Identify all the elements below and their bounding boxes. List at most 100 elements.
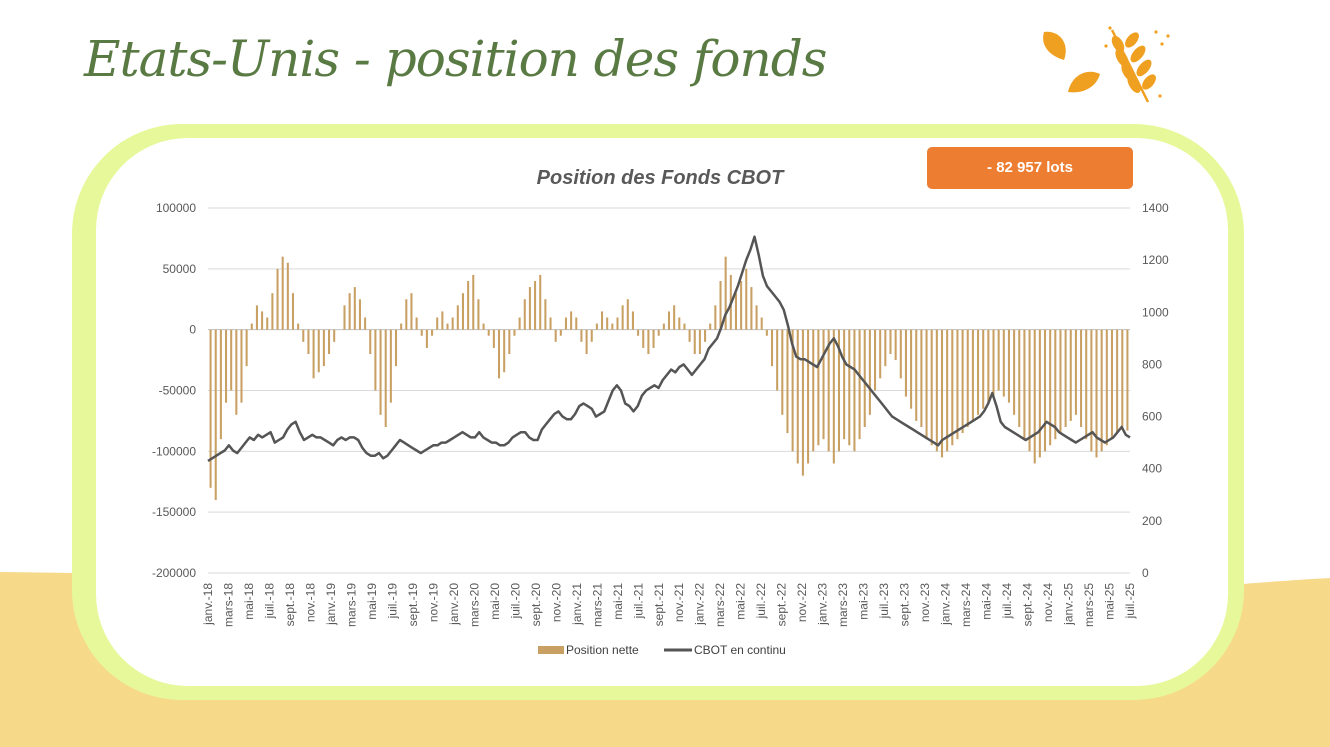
bar-position-nette: [539, 274, 542, 330]
x-tick-label: mai-24: [980, 583, 994, 620]
right-tick-label: 600: [1142, 410, 1162, 424]
bar-position-nette: [245, 329, 248, 367]
bar-position-nette: [874, 329, 877, 391]
bar-position-nette: [343, 305, 346, 330]
bar-position-nette: [559, 329, 562, 336]
bar-position-nette: [240, 329, 243, 403]
bar-position-nette: [704, 329, 707, 342]
bar-position-nette: [801, 329, 804, 476]
bar-position-nette: [791, 329, 794, 452]
bar-position-nette: [322, 329, 325, 367]
x-tick-label: juil.-21: [631, 583, 645, 620]
bar-position-nette: [266, 317, 269, 330]
x-tick-label: mai-25: [1103, 583, 1117, 620]
right-axis: 1400 1200 1000 800 600 400 200 0: [1142, 201, 1169, 580]
bar-position-nette: [673, 305, 676, 330]
x-tick-label: juil.-18: [262, 583, 276, 620]
bar-position-nette: [1074, 329, 1077, 415]
bar-position-nette: [642, 329, 645, 348]
x-tick-label: mai-18: [242, 583, 256, 620]
bar-position-nette: [219, 329, 222, 440]
bar-position-nette: [879, 329, 882, 379]
bar-position-nette: [431, 329, 434, 336]
right-tick-label: 400: [1142, 462, 1162, 476]
bar-position-nette: [534, 281, 537, 330]
bar-position-nette: [472, 274, 475, 330]
bar-position-nette: [291, 293, 295, 330]
bar-position-nette: [230, 329, 233, 391]
left-tick-label: -100000: [152, 444, 196, 458]
bar-position-nette: [544, 299, 547, 330]
x-tick-label: mars-22: [713, 583, 727, 627]
bar-position-nette: [899, 329, 902, 379]
line-series: [207, 235, 1131, 462]
wheat-leaves-icon: [1043, 26, 1170, 103]
x-axis: janv.-18 mars-18 mai-18 juil.-18 sept.-18 nov…: [201, 583, 1137, 627]
bar-position-nette: [776, 329, 779, 391]
bar-position-nette: [575, 317, 578, 330]
bar-position-nette: [1126, 329, 1129, 431]
chart-grid: [208, 207, 1130, 574]
x-tick-label: sept.-23: [898, 583, 912, 627]
bar-position-nette: [456, 305, 459, 330]
bar-position-nette: [374, 329, 377, 391]
bar-position-nette: [734, 293, 737, 330]
bar-position-nette: [214, 329, 217, 500]
x-tick-label: janv.-22: [693, 583, 707, 626]
legend-label-position-nette: Position nette: [566, 643, 639, 657]
bar-position-nette: [832, 329, 835, 464]
left-tick-label: -200000: [152, 566, 196, 580]
left-tick-label: -150000: [152, 505, 196, 519]
bar-position-nette: [513, 329, 516, 336]
x-tick-label: nov.-24: [1041, 583, 1055, 622]
bar-position-nette: [1043, 329, 1047, 452]
bar-position-nette: [925, 329, 928, 440]
x-tick-label: mars-23: [836, 583, 850, 627]
bar-position-nette: [518, 317, 521, 330]
bar-position-nette: [348, 293, 351, 330]
bar-position-nette: [837, 329, 841, 452]
x-tick-label: janv.-23: [816, 583, 830, 626]
bar-position-nette: [523, 299, 526, 330]
bar-position-nette: [621, 305, 624, 330]
x-tick-label: mai-19: [365, 583, 379, 620]
x-tick-label: mars-20: [467, 583, 481, 627]
page-title: Etats-Unis - position des fonds: [84, 30, 827, 88]
x-tick-label: mars-18: [221, 583, 235, 627]
bar-position-nette: [405, 299, 408, 330]
bar-position-nette: [1069, 329, 1072, 421]
right-tick-label: 1400: [1142, 201, 1169, 215]
chart-title: Position des Fonds CBOT: [537, 167, 785, 189]
bar-position-nette: [637, 329, 640, 336]
bar-position-nette: [286, 262, 289, 330]
x-tick-label: juil.-22: [754, 583, 768, 620]
bar-position-nette: [719, 281, 722, 330]
bar-position-nette: [662, 323, 665, 330]
bar-position-nette: [626, 299, 629, 330]
bar-position-nette: [848, 329, 851, 446]
bar-position-nette: [647, 329, 650, 354]
bar-position-nette: [982, 329, 985, 409]
bar-position-nette: [667, 311, 671, 330]
bar-position-nette: [910, 329, 913, 409]
bar-position-nette: [951, 329, 954, 446]
bar-position-nette: [745, 268, 748, 330]
bar-position-nette: [920, 329, 923, 427]
bar-series: [209, 256, 1129, 500]
bar-position-nette: [503, 329, 506, 373]
bar-position-nette: [1121, 329, 1124, 427]
bar-position-nette: [740, 281, 743, 330]
bar-position-nette: [956, 329, 959, 440]
bar-position-nette: [436, 317, 439, 330]
bar-position-nette: [714, 305, 717, 330]
bar-position-nette: [492, 329, 495, 348]
bar-position-nette: [1095, 329, 1098, 458]
bar-position-nette: [415, 317, 418, 330]
right-tick-label: 1000: [1142, 305, 1169, 319]
bar-position-nette: [606, 317, 609, 330]
x-tick-label: janv.-18: [201, 583, 215, 626]
bar-position-nette: [1002, 329, 1005, 397]
bar-position-nette: [1090, 329, 1093, 452]
x-tick-label: janv.-24: [939, 583, 953, 626]
bar-position-nette: [812, 329, 815, 452]
